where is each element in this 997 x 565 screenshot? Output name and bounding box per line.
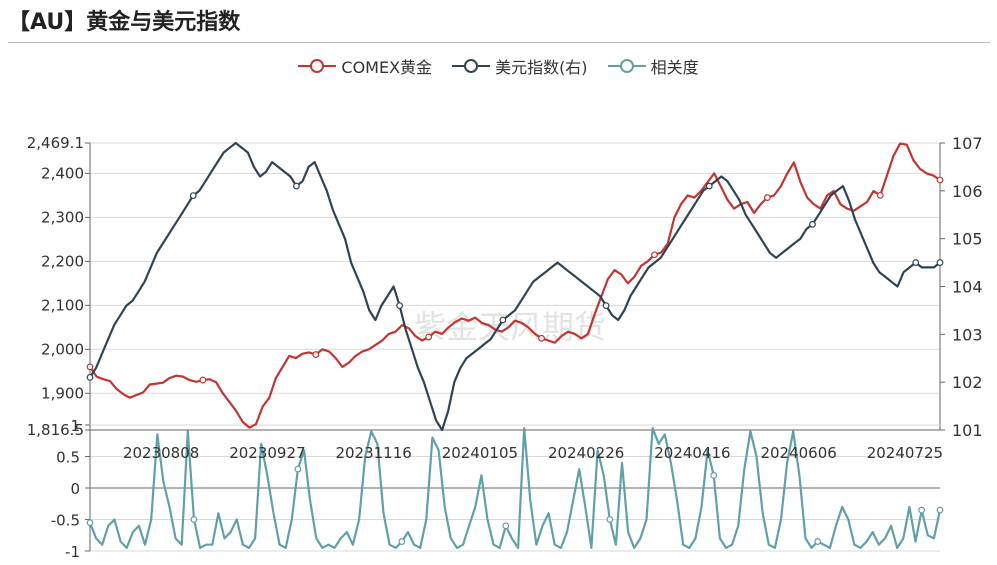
x-axis-tick-label: 20230927 [229,444,305,462]
series-point-right [602,302,610,310]
series-point-left [425,333,433,341]
x-axis-tick-label: 20230808 [123,444,199,462]
bottom-grid [85,424,940,552]
series-point-left [876,191,884,199]
page-title: 【AU】黄金与美元指数 [8,10,241,35]
series-point-left [538,334,545,342]
series-point-left [312,351,320,358]
right-axis-tick-label: 104 [952,278,983,297]
right-axis-tick-label: 103 [952,325,983,344]
x-axis-tick-label: 20231116 [335,444,411,462]
series-point-bottom [606,516,614,523]
series-point-bottom [710,472,718,479]
title-divider [8,42,990,43]
bottom-axis-tick-label: -1 [65,543,80,561]
legend-item-corr[interactable]: 相关度 [607,54,699,78]
series-point-right [293,182,300,190]
bottom-series [86,427,944,550]
series-point-bottom [294,465,302,473]
x-axis-tick-label: 20240416 [654,444,730,462]
series-point-bottom [86,519,94,527]
series-point-left [651,251,658,259]
left-axis-tick-label: 2,300 [41,208,84,226]
series-point-right [809,220,816,228]
series-point-right [86,373,94,381]
series-point-right [705,182,713,190]
legend-item-dxy[interactable]: 美元指数(右) [452,54,588,78]
right-axis-tick-label: 106 [952,182,983,201]
bottom-axis-tick-label: 0.5 [56,449,80,467]
series-point-right [189,192,197,200]
series-point-right [912,259,920,266]
series-point-left [199,376,207,384]
x-axis-tick-label: 20240725 [867,444,943,462]
left-axis-tick-label: 1,900 [41,384,84,402]
series-point-bottom [190,516,198,523]
legend-marker-gold [298,59,337,73]
left-axis-tick-label: 2,100 [41,296,84,314]
series-point-bottom [502,522,510,530]
series-line-left [89,142,941,429]
x-axis-tick-label: 20240606 [760,444,836,462]
legend-marker-corr [607,59,646,73]
right-axis-tick-label: 105 [952,230,983,249]
axis-labels: 1,816.5 1,900 2,000 2,100 2,200 2,300 2,400 2,4… [27,134,983,561]
series-point-bottom [814,538,822,545]
left-axis-tick-label: 1,816.5 [27,421,84,439]
series-point-right [936,259,944,266]
bottom-axis-tick-label: -0.5 [51,512,80,530]
legend-marker-dxy [452,59,491,73]
legend-label-gold: COMEX黄金 [341,58,433,77]
right-axis-tick-label: 102 [952,373,983,392]
bottom-axis-tick-label: 1 [70,417,80,435]
series-line-bottom [88,427,942,550]
right-axis-tick-label: 107 [952,134,983,153]
left-axis-tick-label: 2,469.1 [27,134,84,152]
series-point-bottom [936,506,944,514]
bottom-axis-tick-label: 0 [70,480,80,498]
series-point-left [86,363,94,371]
series-point-right [396,302,404,310]
chart-legend[interactable]: COMEX黄金 美元指数(右) 相关度 [0,54,997,78]
x-axis-tick-label: 20240226 [548,444,624,462]
series-point-bottom [398,538,406,545]
legend-label-corr: 相关度 [650,58,699,77]
series-point-left [763,194,771,201]
top-grid [85,142,945,431]
legend-item-gold[interactable]: COMEX黄金 [298,54,432,78]
series-line-right [89,141,941,432]
series-point-left [936,176,944,184]
top-series [86,141,944,432]
series-point-bottom [918,506,926,514]
right-axis-tick-label: 101 [952,421,983,440]
left-axis-tick-label: 2,200 [41,252,84,270]
left-axis-tick-label: 2,000 [41,340,84,358]
x-axis-tick-label: 20240105 [442,444,518,462]
series-point-right [499,316,507,324]
left-axis-tick-label: 2,400 [41,164,84,182]
legend-label-dxy: 美元指数(右) [495,58,588,77]
